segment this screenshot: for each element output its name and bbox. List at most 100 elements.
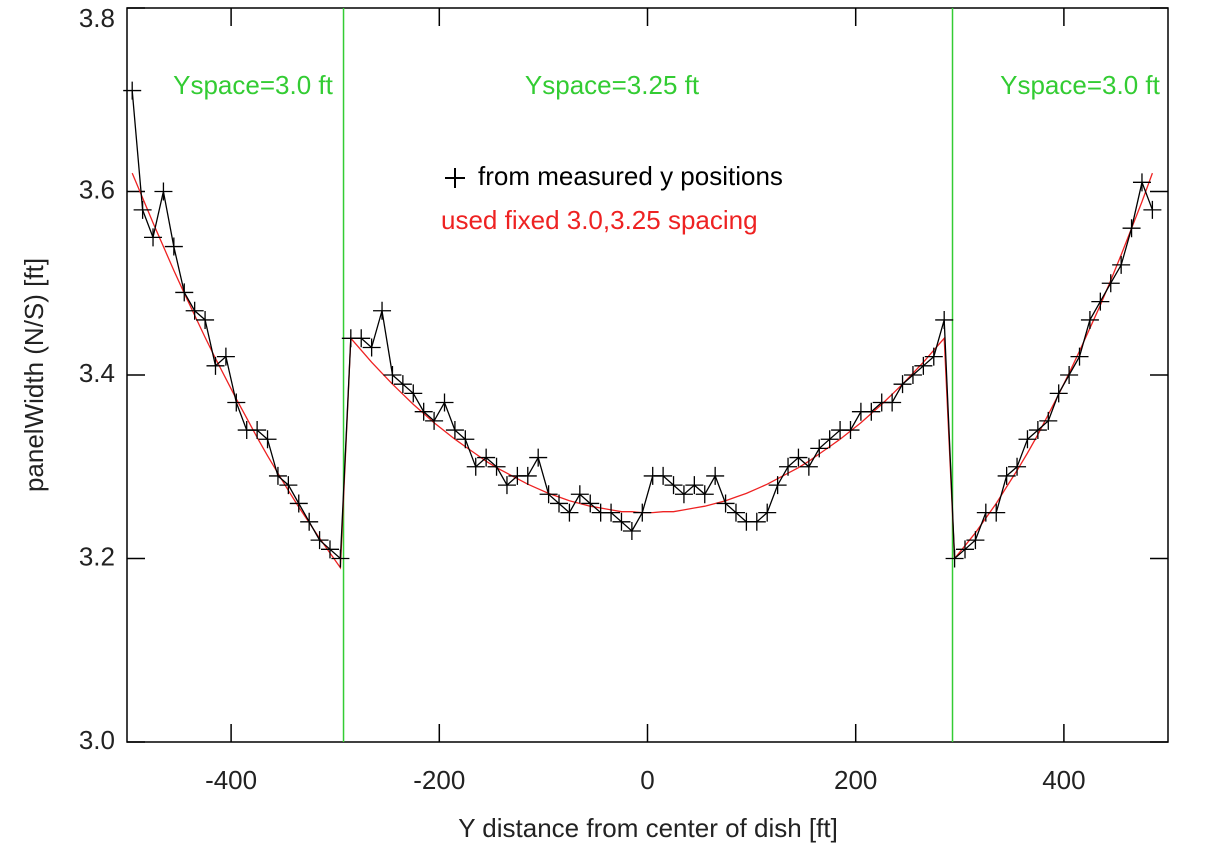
data-point	[966, 531, 985, 550]
data-point	[914, 356, 933, 375]
legend-marker	[445, 168, 465, 188]
data-point	[716, 494, 735, 513]
data-point	[331, 549, 350, 568]
data-point	[1018, 430, 1037, 449]
data-point	[289, 494, 308, 513]
legend-label: used fixed 3.0,3.25 spacing	[441, 205, 758, 235]
data-point	[466, 457, 485, 476]
data-point	[1112, 255, 1131, 274]
y-tick-label: 3.6	[79, 174, 115, 204]
legend-label: from measured y positions	[478, 161, 783, 191]
x-tick-label: -200	[413, 765, 465, 795]
data-point	[383, 366, 402, 384]
data-point	[581, 494, 600, 513]
data-point	[747, 512, 766, 531]
data-point	[945, 549, 964, 568]
data-point	[1060, 366, 1079, 384]
data-point	[1049, 384, 1068, 403]
data-point	[1028, 421, 1047, 440]
data-point	[924, 347, 943, 366]
y-tick-label: 3.2	[79, 541, 115, 571]
data-point	[445, 421, 464, 440]
data-point	[706, 466, 725, 485]
data-point	[862, 402, 881, 421]
data-point	[768, 476, 787, 495]
data-point	[622, 521, 641, 540]
data-point	[414, 402, 433, 421]
data-point	[373, 301, 392, 320]
data-point	[602, 503, 621, 522]
data-point	[674, 485, 693, 504]
data-point	[550, 494, 569, 513]
data-point	[477, 448, 496, 467]
data-point	[279, 476, 298, 495]
data-point	[154, 182, 173, 201]
x-tick-label: 400	[1042, 765, 1085, 795]
data-point	[1122, 219, 1141, 238]
data-point	[1080, 310, 1099, 329]
data-point	[185, 301, 204, 320]
data-point	[123, 81, 142, 100]
data-point	[664, 476, 683, 495]
data-point	[685, 476, 704, 495]
annotation: Yspace=3.25 ft	[525, 70, 700, 100]
data-point	[799, 457, 818, 476]
data-point	[300, 512, 319, 531]
data-point	[258, 430, 277, 449]
data-point	[987, 503, 1006, 522]
data-point	[206, 356, 225, 375]
data-point	[654, 466, 673, 485]
y-axis-label: panelWidth (N/S) [ft]	[19, 258, 49, 492]
data-point	[883, 393, 902, 412]
data-point	[726, 503, 745, 522]
y-tick-label: 3.0	[79, 725, 115, 755]
x-tick-label: 0	[640, 765, 654, 795]
data-point	[539, 485, 558, 504]
data-point	[268, 466, 287, 485]
data-point	[175, 283, 194, 302]
data-point	[570, 485, 589, 504]
data-point	[196, 310, 215, 329]
y-tick-label: 3.8	[79, 3, 115, 33]
data-point	[518, 466, 537, 485]
data-point	[1039, 411, 1058, 430]
data-point	[310, 531, 329, 550]
data-point	[841, 421, 860, 440]
data-point	[1101, 274, 1120, 293]
data-point	[425, 411, 444, 430]
data-point	[320, 540, 339, 559]
data-point	[497, 476, 516, 495]
data-point	[352, 329, 371, 348]
data-point	[779, 457, 798, 476]
data-point	[810, 439, 829, 458]
data-point	[404, 384, 423, 403]
data-point	[1143, 200, 1162, 219]
x-axis-label: Y distance from center of dish [ft]	[458, 813, 838, 843]
data-point	[820, 430, 839, 449]
data-point	[248, 421, 267, 440]
data-point	[1070, 347, 1089, 366]
data-point	[893, 375, 912, 394]
data-point	[435, 393, 454, 412]
data-point	[144, 228, 163, 247]
data-point	[362, 338, 381, 357]
data-point	[487, 457, 506, 476]
data-point	[456, 430, 475, 449]
data-point	[758, 503, 777, 522]
data-point	[393, 375, 412, 394]
data-point	[560, 503, 579, 522]
data-point	[997, 466, 1016, 485]
data-point	[612, 512, 631, 531]
annotation: Yspace=3.0 ft	[173, 70, 333, 100]
data-point	[529, 448, 548, 467]
data-point	[903, 366, 922, 384]
plot-frame	[126, 7, 1169, 743]
data-point	[789, 448, 808, 467]
data-point	[633, 503, 652, 522]
data-point	[216, 347, 235, 366]
data-point	[164, 237, 183, 256]
data-point	[1008, 457, 1027, 476]
data-point	[956, 540, 975, 559]
data-point	[227, 393, 246, 412]
